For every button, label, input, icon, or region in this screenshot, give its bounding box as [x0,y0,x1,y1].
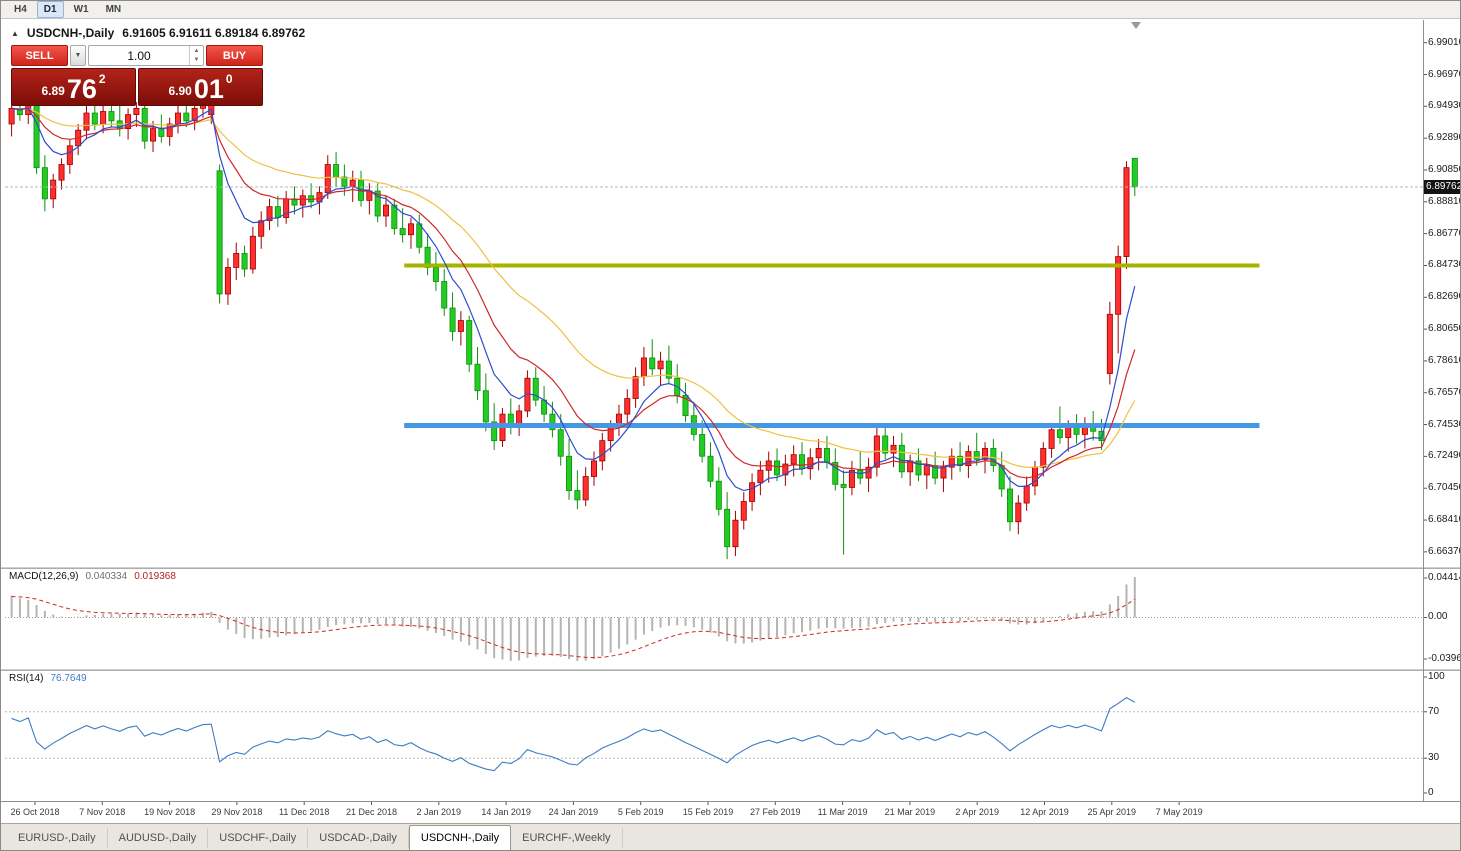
bid-prefix: 6.89 [41,84,65,98]
chart-tab-usdcnh-daily[interactable]: USDCNH-,Daily [408,825,512,850]
volume-field[interactable]: 1.00 ▲ ▼ [88,45,204,66]
chart-shift-marker-icon [1131,22,1141,29]
timeframe-button-w1[interactable]: W1 [73,4,89,15]
chart-tab-eurusd-daily[interactable]: EURUSD-,Daily [7,828,108,848]
macd-label: MACD(12,26,9) 0.040334 0.019368 [9,571,176,582]
rsi-name: RSI(14) [9,673,44,684]
bid-big-digits: 76 [66,74,97,104]
macd-value: 0.040334 [85,571,128,582]
chart-tab-audusd-daily[interactable]: AUDUSD-,Daily [108,828,209,848]
volume-down-icon[interactable]: ▼ [193,57,200,64]
ma-fast-line [11,107,1136,492]
chart-tab-usdchf-daily[interactable]: USDCHF-,Daily [208,828,309,848]
rsi-value: 76.7649 [50,673,87,684]
ask-big-digits: 01 [193,74,224,104]
ma-slow-line [11,107,1136,468]
timeframe-button-mn[interactable]: MN [105,4,122,15]
volume-value[interactable]: 1.00 [127,48,151,63]
price-axis[interactable] [1424,20,1460,801]
chart-title: ▲ USDCNH-,Daily 6.91605 6.91611 6.89184 … [11,26,305,40]
chart-tab-bar: EURUSD-,Daily AUDUSD-,Daily USDCHF-,Daily U… [1,823,1460,850]
rsi-label: RSI(14) 76.7649 [9,673,87,684]
timeframe-button-h4[interactable]: H4 [14,4,27,15]
panel-separator-rsi[interactable] [1,669,1460,671]
timeframe-toolbar: H4 D1 W1 MN [1,1,1460,19]
macd-signal-line [11,595,1136,659]
price-axis-border [1423,20,1424,801]
time-axis[interactable] [1,802,1423,825]
ask-prefix: 6.90 [168,84,192,98]
chart-title-symbol: USDCNH-,Daily [26,26,115,40]
volume-up-icon[interactable]: ▲ [193,47,200,54]
ask-pip-digit: 0 [225,72,233,86]
sell-button[interactable]: SELL [11,45,68,66]
bid-pip-digit: 2 [98,72,106,86]
buy-button[interactable]: BUY [206,45,263,66]
chart-tab-eurchf-weekly[interactable]: EURCHF-,Weekly [511,828,623,848]
macd-histogram [10,576,1136,662]
ma-mid-line [11,107,1136,479]
panel-separator-macd[interactable] [1,567,1460,569]
timeframe-button-d1[interactable]: D1 [36,1,64,18]
candles [8,89,1138,560]
one-click-trading-panel: SELL ▼ 1.00 ▲ ▼ BUY 6.89 76 2 6.90 01 0 [11,45,263,106]
volume-dropdown-icon[interactable]: ▼ [70,45,86,66]
macd-name: MACD(12,26,9) [9,571,79,582]
one-click-collapse-icon[interactable]: ▲ [11,28,19,38]
bid-price-box[interactable]: 6.89 76 2 [11,68,136,106]
ask-price-box[interactable]: 6.90 01 0 [138,68,263,106]
chart-tab-usdcad-daily[interactable]: USDCAD-,Daily [308,828,409,848]
rsi-line [11,696,1136,772]
chart-title-ohlc: 6.91605 6.91611 6.89184 6.89762 [122,26,306,40]
current-price-marker: 6.89762 [1424,179,1461,194]
macd-signal-value: 0.019368 [134,571,176,582]
time-axis-border [1,801,1460,802]
